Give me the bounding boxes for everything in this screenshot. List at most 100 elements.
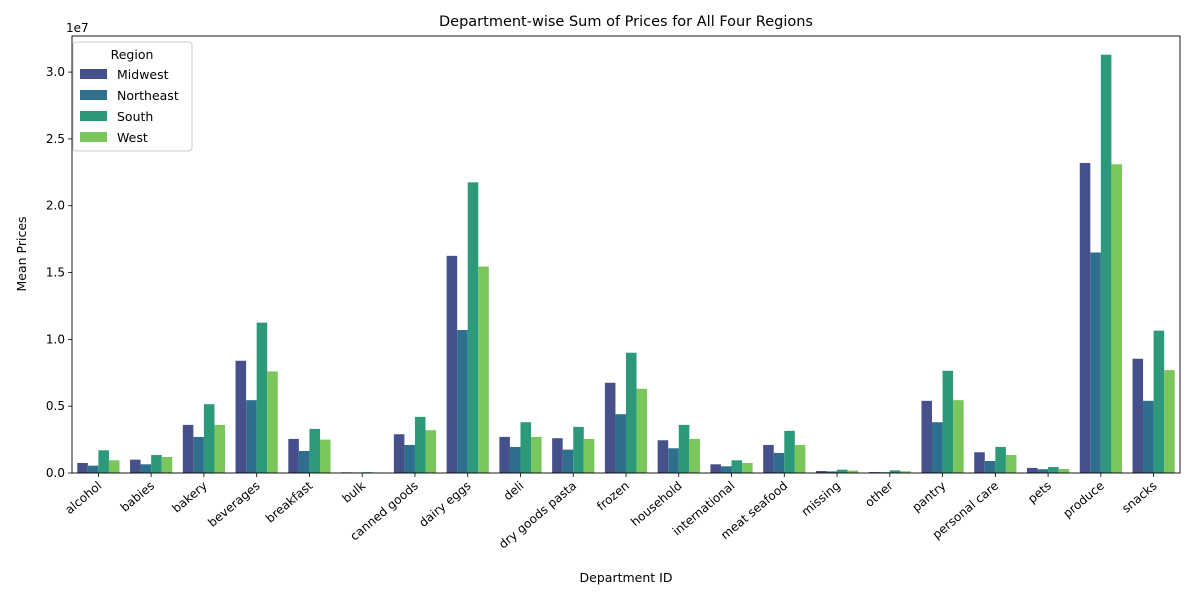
bar-midwest-pets — [1026, 467, 1038, 473]
legend-swatch-northeast — [80, 90, 107, 100]
bar-west-frozen — [636, 388, 648, 473]
bar-west-missing — [847, 470, 859, 473]
bar-south-bakery — [203, 404, 215, 473]
x-tick-label: missing — [799, 479, 843, 519]
legend-label-midwest: Midwest — [117, 67, 169, 82]
bar-west-snacks — [1164, 370, 1175, 473]
bar-northeast-frozen — [615, 414, 626, 473]
bar-northeast-snacks — [1143, 400, 1154, 473]
legend-swatch-west — [80, 132, 107, 142]
bar-south-dry-goods-pasta — [573, 426, 584, 473]
bar-south-frozen — [626, 352, 637, 473]
bar-midwest-deli — [499, 436, 510, 473]
bar-northeast-babies — [140, 464, 152, 473]
bar-northeast-bakery — [193, 436, 204, 473]
x-tick-label: pets — [1025, 479, 1054, 506]
bar-northeast-international — [720, 466, 732, 473]
bar-south-produce — [1100, 54, 1112, 474]
bar-midwest-meat-seafood — [763, 444, 774, 473]
bar-west-babies — [161, 456, 173, 473]
bar-west-produce — [1111, 164, 1122, 473]
bar-west-breakfast — [319, 439, 331, 473]
bar-west-canned-goods — [425, 430, 437, 473]
legend-title: Region — [111, 47, 154, 62]
legend-swatch-south — [80, 111, 107, 121]
bar-south-meat-seafood — [784, 430, 795, 473]
x-tick-label: snacks — [1119, 479, 1159, 516]
bar-northeast-missing — [826, 471, 838, 473]
bar-south-pantry — [942, 370, 954, 473]
x-tick-label: beverages — [205, 479, 262, 530]
bar-west-international — [742, 462, 753, 473]
bar-northeast-dry-goods-pasta — [562, 449, 574, 473]
bar-south-other — [889, 470, 901, 473]
bar-west-dairy-eggs — [478, 266, 489, 473]
bar-series — [77, 54, 1175, 474]
x-tick-label: pantry — [909, 479, 948, 515]
y-tick-label: 1.0 — [46, 332, 65, 346]
y-tick-label: 1.5 — [46, 266, 65, 280]
y-axis-label: Mean Prices — [14, 216, 29, 291]
bar-northeast-household — [668, 448, 679, 473]
plot-frame — [71, 35, 1181, 474]
bar-northeast-canned-goods — [404, 444, 415, 473]
y-tick-label: 0.5 — [46, 399, 65, 413]
bar-midwest-breakfast — [288, 438, 299, 473]
x-tick-label: produce — [1060, 479, 1106, 521]
bar-south-deli — [520, 422, 532, 473]
y-tick-label: 2.5 — [46, 132, 65, 146]
x-axis-label: Department ID — [580, 570, 673, 585]
bar-west-dry-goods-pasta — [583, 438, 595, 473]
bar-midwest-other — [868, 472, 880, 473]
x-tick-label: babies — [118, 479, 157, 515]
bar-northeast-personal-care — [984, 460, 996, 473]
x-tick-label: alcohol — [62, 479, 104, 517]
bar-midwest-bakery — [182, 424, 194, 473]
legend-label-northeast: Northeast — [117, 88, 179, 103]
bar-midwest-snacks — [1132, 358, 1144, 473]
bar-south-snacks — [1153, 330, 1165, 473]
bar-south-alcohol — [98, 450, 109, 473]
x-tick-label: frozen — [594, 479, 632, 514]
bar-northeast-breakfast — [298, 450, 310, 473]
bar-west-alcohol — [108, 460, 120, 473]
bar-midwest-household — [657, 440, 669, 473]
bar-west-deli — [531, 436, 542, 473]
bar-west-beverages — [267, 371, 278, 473]
bar-northeast-produce — [1090, 252, 1101, 473]
bar-northeast-pantry — [932, 422, 943, 473]
legend-label-west: West — [117, 130, 148, 145]
y-axis-ticks: 0.0 0.5 1.0 1.5 2.0 2.5 3.0 — [46, 65, 72, 480]
y-tick-label: 2.0 — [46, 199, 65, 213]
bar-midwest-frozen — [604, 382, 616, 473]
bar-midwest-dairy-eggs — [446, 255, 458, 473]
x-tick-label: dairy eggs — [416, 479, 473, 530]
bar-midwest-produce — [1079, 162, 1091, 473]
bar-south-breakfast — [309, 428, 320, 473]
bar-west-pets — [1058, 468, 1070, 473]
bar-midwest-personal-care — [974, 452, 985, 473]
bar-south-dairy-eggs — [467, 182, 479, 473]
legend-items: Midwest Northeast South West — [80, 67, 179, 145]
bar-northeast-meat-seafood — [773, 452, 785, 473]
x-tick-label: deli — [501, 479, 527, 504]
bar-northeast-beverages — [246, 400, 257, 473]
bar-west-other — [900, 471, 911, 473]
bar-west-personal-care — [1005, 454, 1017, 473]
bar-south-missing — [837, 469, 848, 473]
x-tick-label: bulk — [340, 479, 369, 506]
bar-midwest-alcohol — [77, 462, 88, 473]
bar-south-household — [678, 424, 690, 473]
bar-west-meat-seafood — [794, 444, 806, 473]
bar-midwest-beverages — [235, 360, 247, 473]
y-tick-label: 3.0 — [46, 65, 65, 79]
bar-south-beverages — [256, 322, 268, 473]
chart-title: Department-wise Sum of Prices for All Fo… — [439, 14, 813, 30]
bar-south-pets — [1048, 466, 1059, 473]
bar-south-babies — [151, 454, 162, 473]
x-tick-label: breakfast — [263, 478, 316, 525]
bar-northeast-pets — [1037, 469, 1049, 473]
legend-label-south: South — [117, 109, 153, 124]
bar-west-pantry — [953, 400, 964, 473]
